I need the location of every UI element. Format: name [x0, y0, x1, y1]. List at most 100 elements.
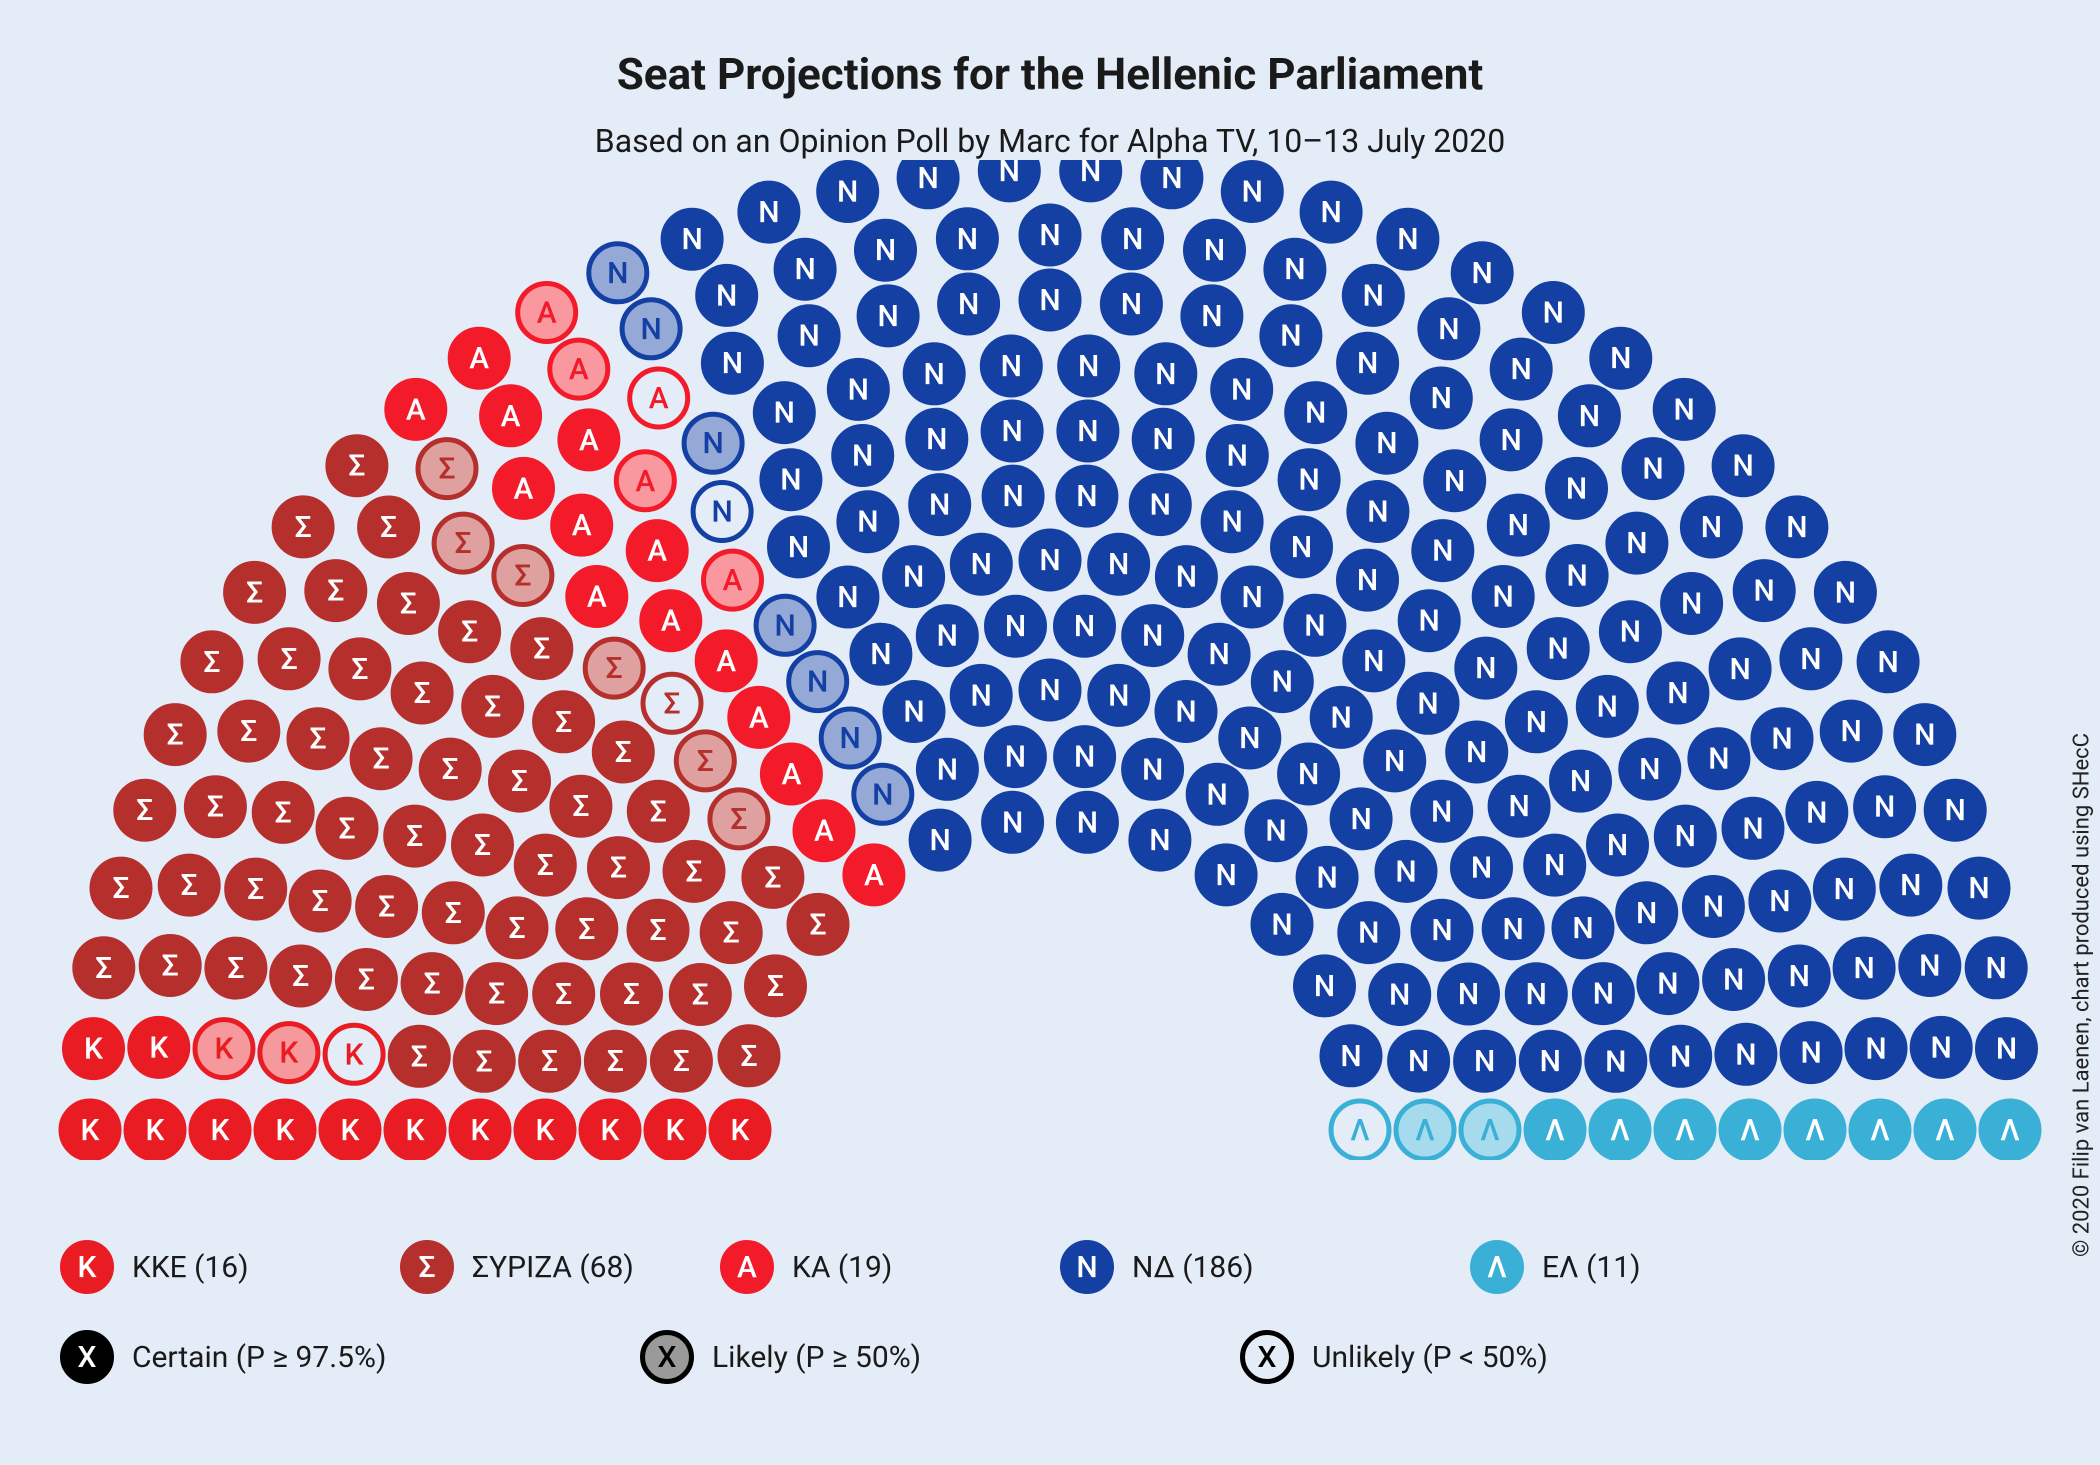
seat-letter: Σ — [400, 587, 417, 622]
seat-letter: Α — [647, 534, 667, 569]
seat-letter: Ν — [1466, 735, 1487, 770]
seat-letter: Ν — [1304, 608, 1325, 643]
seat-letter: Ν — [1566, 471, 1587, 506]
seat-letter: Ν — [1142, 619, 1163, 654]
seat-letter: Ν — [1511, 352, 1532, 387]
seat-letter: Ν — [1540, 1044, 1561, 1079]
seat-letter: Ν — [1931, 1030, 1952, 1065]
seat-letter: Σ — [445, 896, 462, 931]
seat-letter: Ν — [1363, 644, 1384, 679]
seat-letter: Ν — [971, 547, 992, 582]
seat-letter: Ν — [1471, 851, 1492, 886]
seat-letter: Σ — [692, 978, 709, 1013]
seat-letter: Ν — [1076, 479, 1097, 514]
seat-letter: Ν — [1005, 740, 1026, 775]
legend-party-label: ΚΑ (19) — [792, 1250, 892, 1285]
seat-letter: Κ — [146, 1113, 166, 1148]
seat-letter: Ν — [1800, 642, 1821, 677]
seat-letter: Ν — [1271, 907, 1292, 942]
legend-party-dot: Σ — [400, 1240, 454, 1294]
seat-letter: Ν — [1231, 372, 1252, 407]
legend-prob-label: Certain (P ≥ 97.5%) — [132, 1340, 386, 1375]
seat-letter: Α — [579, 423, 599, 458]
seat-letter: Σ — [348, 449, 365, 484]
seat-letter: Ν — [1806, 795, 1827, 830]
legend-party-item: ΝΝΔ (186) — [1060, 1240, 1254, 1294]
seat-letter: Ν — [1675, 819, 1696, 854]
seat-letter: Σ — [351, 652, 368, 687]
seat-letter: Ν — [1670, 1039, 1691, 1074]
seat-letter: Ν — [1357, 563, 1378, 598]
seat-letter: Λ — [1545, 1113, 1565, 1148]
seat-letter: Ν — [1215, 858, 1236, 893]
seat-letter: Ν — [1039, 283, 1060, 318]
legend-probability-row: XCertain (P ≥ 97.5%)XLikely (P ≥ 50%)XUn… — [60, 1327, 2040, 1387]
seat-letter: Ν — [1363, 278, 1384, 313]
seat-letter: Ν — [1039, 218, 1060, 253]
seat-letter: Ν — [1150, 488, 1171, 523]
seat-letter: Ν — [1458, 977, 1479, 1012]
seat-letter: Ν — [1039, 543, 1060, 578]
legend-party-dot: Α — [720, 1240, 774, 1294]
seat-letter: Ν — [1729, 652, 1750, 687]
seat-letter: Σ — [488, 977, 505, 1012]
seat-letter: Ν — [903, 695, 924, 730]
seat-letter: Ν — [1544, 848, 1565, 883]
seat-letter: Ν — [1108, 547, 1129, 582]
seat-letter: Ν — [1853, 951, 1874, 986]
seat-letter: Σ — [281, 642, 298, 677]
legend-prob-item: XLikely (P ≥ 50%) — [640, 1330, 921, 1384]
seat-letter: Ν — [1723, 963, 1744, 998]
seat-letter: Λ — [2000, 1113, 2020, 1148]
seat-letter: Κ — [345, 1037, 365, 1072]
seat-letter: Σ — [380, 510, 397, 545]
seat-letter: Α — [781, 757, 801, 792]
seat-letter: Σ — [162, 949, 179, 984]
seat-letter: Σ — [455, 526, 472, 561]
seat-letter: Ν — [1566, 559, 1587, 594]
seat-letter: Ν — [798, 319, 819, 354]
seat-letter: Ν — [1526, 977, 1547, 1012]
seat-letter: Ν — [1142, 752, 1163, 787]
seat-letter: Σ — [358, 963, 375, 998]
seat-letter: Α — [814, 814, 834, 849]
seat-letter: Σ — [663, 686, 680, 721]
seat-letter: Σ — [136, 793, 153, 828]
seat-letter: Ν — [1176, 560, 1197, 595]
seat-letter: Ν — [1474, 1044, 1495, 1079]
seat-letter: Ν — [1674, 392, 1695, 427]
seat-letter: Ν — [1642, 452, 1663, 487]
seat-letter: Ν — [957, 222, 978, 257]
seat-letter: Σ — [227, 951, 244, 986]
seat-letter: Ν — [1579, 399, 1600, 434]
seat-letter: Ν — [774, 396, 795, 431]
seat-letter: Σ — [292, 959, 309, 994]
seat-letter: Ν — [758, 195, 779, 230]
seat-letter: Ν — [1298, 463, 1319, 498]
seat-letter: Σ — [476, 1044, 493, 1079]
seat-letter: Α — [537, 296, 557, 331]
seat-letter: Σ — [555, 705, 572, 740]
hemicycle-chart: ΚΚΚΚΚΚΚΚΚΚΚΚΚΚΚΚΣΣΣΣΣΣΣΣΣΣΣΣΣΣΣΣΣΣΣΣΣΣΣΣ… — [0, 160, 2100, 1160]
seat-letter: Ν — [1121, 287, 1142, 322]
seat-letter: Α — [572, 508, 592, 543]
seat-letter: Ν — [1597, 689, 1618, 724]
seat-letter: Ν — [774, 608, 795, 643]
seat-letter: Σ — [730, 802, 747, 837]
seat-letter: Ν — [1431, 381, 1452, 416]
seat-letter: Σ — [424, 967, 441, 1002]
legend-party-dot: Κ — [60, 1240, 114, 1294]
seat-letter: Ν — [1305, 396, 1326, 431]
seat-letter: Σ — [207, 790, 224, 825]
legend-prob-item: XUnlikely (P < 50%) — [1240, 1330, 1548, 1384]
seat-letter: Ν — [1208, 637, 1229, 672]
seat-letter: Ν — [837, 175, 858, 210]
seat-letter: Ν — [1431, 913, 1452, 948]
seat-letter: Κ — [149, 1030, 169, 1065]
seat-letter: Σ — [514, 559, 531, 594]
seat-letter: Ν — [1732, 449, 1753, 484]
seat-letter: Σ — [764, 860, 781, 895]
seat-letter: Ν — [1367, 495, 1388, 530]
seat-letter: Ν — [607, 256, 628, 291]
seat-letter: Ν — [1002, 479, 1023, 514]
